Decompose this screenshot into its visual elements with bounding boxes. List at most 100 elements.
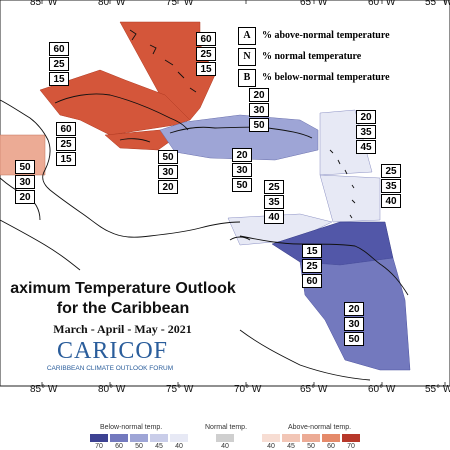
prob-normal: 30: [15, 175, 35, 189]
colorbar-tick-below-0: 70: [95, 443, 103, 450]
lon-label-60w: 60° W: [368, 0, 396, 8]
prob-above: 15: [302, 244, 322, 258]
prob-below: 20: [158, 180, 178, 194]
prob-box-trinidad: 15 25 60: [302, 244, 322, 289]
prob-below: 50: [232, 178, 252, 192]
prob-above: 60: [196, 32, 216, 46]
colorbar-tick-below-1: 60: [115, 443, 123, 450]
prob-above: 60: [56, 122, 76, 136]
region-hispaniola: [159, 114, 319, 161]
prob-normal: 35: [356, 125, 376, 139]
prob-below: 40: [381, 194, 401, 208]
prob-above: 60: [49, 42, 69, 56]
prob-below: 45: [356, 140, 376, 154]
prob-below: 20: [15, 190, 35, 204]
region-cuba: [39, 69, 191, 136]
prob-above: 50: [15, 160, 35, 174]
prob-above: 20: [344, 302, 364, 316]
prob-normal: 30: [249, 103, 269, 117]
caricof-logo: CARICOF: [56, 338, 169, 364]
key-letter-n: N: [238, 47, 256, 66]
lon-label-65w: 65° W: [300, 0, 328, 8]
meridian-ticks: [41, 0, 446, 386]
colorbar-tick-above-4: 70: [347, 443, 355, 450]
colorbar-tick-above-3: 60: [327, 443, 335, 450]
lon-label-75w: 75° W: [166, 0, 194, 8]
lon-label-70w-bottom: 70° W: [234, 384, 262, 395]
colorbar-tick-below-3: 45: [155, 443, 163, 450]
prob-above: 50: [158, 150, 178, 164]
colorbar-swatch-below-1: [110, 434, 128, 442]
prob-below: 15: [49, 72, 69, 86]
key-text-above: % above-normal temperature: [262, 30, 390, 41]
lon-label-85w-bottom: 85° W: [30, 384, 58, 395]
lon-label-65w-bottom: 65° W: [300, 384, 328, 395]
colorbar-above-heading: Above-normal temp.: [288, 424, 352, 431]
prob-box-bahamas: 60 25 15: [196, 32, 216, 77]
prob-above: 25: [264, 180, 284, 194]
prob-normal: 35: [381, 179, 401, 193]
prob-box-abc-islands: 25 35 40: [264, 180, 284, 225]
key-row-normal: N % normal temperature: [238, 47, 390, 66]
prob-box-cuba-north: 60 25 15: [49, 42, 69, 87]
colorbar-tick-below-4: 40: [175, 443, 183, 450]
colorbar-below-heading: Below-normal temp.: [100, 424, 163, 431]
region-windwards: [319, 174, 381, 223]
lon-label-55w-bottom: 55° W: [425, 384, 450, 395]
prob-normal: 30: [232, 163, 252, 177]
lon-label-80w-bottom: 80° W: [98, 384, 126, 395]
key-text-normal: % normal temperature: [262, 51, 362, 62]
colorbar-swatch-below-3: [150, 434, 168, 442]
prob-normal: 25: [302, 259, 322, 273]
prob-below: 40: [264, 210, 284, 224]
coastlines: [0, 29, 409, 381]
prob-above: 20: [249, 88, 269, 102]
prob-above: 25: [381, 164, 401, 178]
map-title-line1: aximum Temperature Outlook: [10, 280, 236, 297]
colorbar-swatch-below-4: [170, 434, 188, 442]
prob-above: 20: [356, 110, 376, 124]
lon-label-55w: 55° W: [425, 0, 450, 8]
prob-box-guianas: 20 30 50: [344, 302, 364, 347]
colorbar-swatch-below-0: [90, 434, 108, 442]
prob-box-hispaniola: 20 30 50: [249, 88, 269, 133]
prob-box-jamaica: 50 30 20: [158, 150, 178, 195]
region-jamaica: [104, 129, 173, 151]
prob-box-cuba-south: 60 25 15: [56, 122, 76, 167]
prob-below: 15: [196, 62, 216, 76]
prob-normal: 30: [158, 165, 178, 179]
colorbar-swatch-below-2: [130, 434, 148, 442]
prob-box-windwards: 25 35 40: [381, 164, 401, 209]
prob-below: 50: [249, 118, 269, 132]
prob-box-leewards: 20 35 45: [356, 110, 376, 155]
key-text-below: % below-normal temperature: [262, 72, 390, 83]
colorbar-tick-above-1: 45: [287, 443, 295, 450]
colorbar-tick-normal-0: 40: [221, 443, 229, 450]
colorbar-normal-heading: Normal temp.: [205, 424, 248, 431]
colorbar-swatch-above-1: [282, 434, 300, 442]
key-row-below: B % below-normal temperature: [238, 68, 390, 87]
map-title-line2: for the Caribbean: [56, 300, 190, 317]
colorbar-swatch-above-3: [322, 434, 340, 442]
prob-normal: 25: [196, 47, 216, 61]
colorbar-swatch-above-0: [262, 434, 280, 442]
caricof-logo-subtitle: CARIBBEAN CLIMATE OUTLOOK FORUM: [46, 365, 174, 372]
prob-below: 15: [56, 152, 76, 166]
prob-box-puerto-rico: 20 30 50: [232, 148, 252, 193]
colorbar-tick-above-0: 40: [267, 443, 275, 450]
key-letter-b: B: [238, 68, 256, 87]
prob-normal: 25: [56, 137, 76, 151]
key-row-above: A % above-normal temperature: [238, 26, 390, 45]
lon-label-85w: 85° W: [30, 0, 58, 8]
probability-key: A % above-normal temperature N % normal …: [238, 26, 390, 89]
prob-below: 50: [344, 332, 364, 346]
prob-box-belize: 50 30 20: [15, 160, 35, 205]
colorbar-tick-above-2: 50: [307, 443, 315, 450]
colorbar-swatch-above-4: [342, 434, 360, 442]
prob-normal: 30: [344, 317, 364, 331]
colorbar-tick-below-2: 50: [135, 443, 143, 450]
outlook-period: March - April - May - 2021: [53, 322, 192, 336]
prob-below: 60: [302, 274, 322, 288]
key-letter-a: A: [238, 26, 256, 45]
